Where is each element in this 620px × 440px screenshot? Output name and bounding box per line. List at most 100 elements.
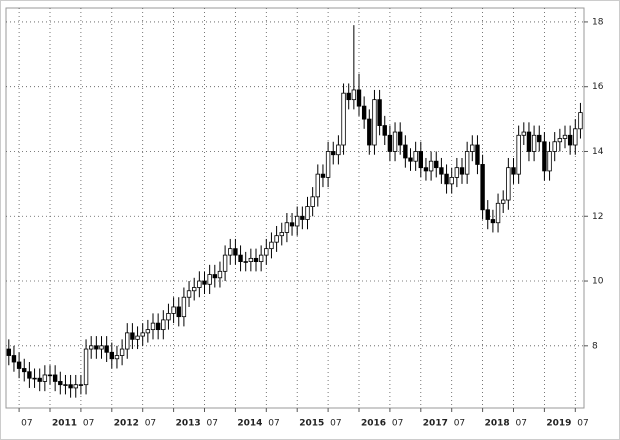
- candle-body: [63, 384, 68, 386]
- candle-body: [331, 151, 336, 156]
- x-tick-label: 07: [454, 419, 465, 429]
- candle-body: [480, 164, 485, 211]
- candle-body: [166, 313, 171, 321]
- x-tick-label: 07: [392, 419, 403, 429]
- candle-body: [418, 151, 423, 169]
- candle-body: [470, 144, 475, 152]
- candle-body: [16, 361, 22, 369]
- x-tick-label: 07: [145, 419, 156, 429]
- candle-body: [531, 134, 537, 152]
- candle-body: [506, 167, 511, 201]
- candle-body: [161, 319, 166, 331]
- candle-body: [42, 374, 48, 382]
- x-tick-label: 2018: [485, 419, 510, 429]
- x-tick-label: 07: [516, 419, 527, 429]
- y-tick-label: 12: [592, 212, 603, 222]
- candle-body: [11, 355, 17, 363]
- candle-body: [22, 368, 27, 373]
- candle-body: [294, 215, 300, 227]
- candle-body: [191, 287, 197, 292]
- candle-body: [315, 173, 320, 198]
- candle-body: [238, 254, 243, 263]
- candle-body: [454, 167, 460, 178]
- candle-body: [439, 167, 444, 175]
- x-tick-label: 2015: [299, 419, 324, 429]
- candle-body: [253, 257, 259, 263]
- x-tick-label: 07: [83, 419, 94, 429]
- candle-body: [228, 248, 233, 256]
- candle-body: [150, 322, 156, 331]
- candle-body: [284, 222, 290, 233]
- candle-body: [325, 151, 331, 178]
- candle-body: [500, 199, 506, 204]
- x-tick-label: 07: [577, 419, 588, 429]
- candle-body: [233, 248, 238, 256]
- candle-body: [495, 202, 501, 224]
- candle-body: [397, 131, 403, 146]
- candle-body: [485, 209, 490, 220]
- candle-body: [459, 167, 465, 175]
- candle-body: [408, 157, 413, 162]
- x-tick-label: 2019: [546, 419, 571, 429]
- candle-body: [58, 381, 63, 386]
- candle-body: [197, 280, 202, 288]
- y-tick-label: 14: [592, 147, 604, 157]
- candle-body: [181, 296, 187, 318]
- candle-body: [310, 196, 315, 207]
- candle-body: [449, 176, 454, 185]
- candle-body: [542, 141, 547, 172]
- candle-body: [6, 348, 11, 356]
- candle-body: [32, 377, 37, 380]
- candle-body: [264, 248, 269, 256]
- candle-body: [269, 241, 274, 250]
- candle-body: [372, 99, 377, 146]
- candle-body: [104, 345, 109, 353]
- candle-body: [562, 134, 568, 139]
- candle-body: [382, 125, 387, 136]
- candle-body: [52, 374, 58, 382]
- candle-body: [387, 134, 393, 152]
- y-tick-label: 18: [592, 17, 604, 27]
- candle-body: [516, 134, 521, 175]
- y-tick-label: 10: [592, 277, 604, 287]
- candle-body: [68, 384, 73, 389]
- candle-body: [27, 371, 32, 379]
- candle-body: [537, 134, 542, 143]
- candle-body: [125, 332, 130, 350]
- candle-body: [377, 99, 382, 126]
- x-tick-label: 2017: [423, 419, 448, 429]
- candle-body: [140, 332, 145, 337]
- candle-body: [300, 215, 305, 220]
- x-tick-label: 2011: [52, 419, 77, 429]
- candle-body: [567, 134, 573, 146]
- candle-body: [475, 144, 480, 165]
- y-tick-label: 8: [592, 341, 598, 351]
- candle-body: [392, 131, 398, 152]
- candle-body: [423, 167, 429, 172]
- x-tick-label: 2012: [114, 419, 139, 429]
- candle-body: [78, 384, 84, 386]
- candle-body: [464, 151, 470, 175]
- x-tick-label: 07: [268, 419, 279, 429]
- candle-body: [274, 235, 279, 243]
- y-tick-label: 16: [592, 82, 604, 92]
- candle-body: [367, 118, 372, 146]
- candle-body: [521, 131, 526, 136]
- candle-body: [212, 274, 217, 279]
- x-tick-label: 07: [21, 419, 32, 429]
- candle-body: [130, 332, 135, 340]
- candle-body: [186, 290, 192, 298]
- candle-body: [145, 329, 151, 334]
- candle-body: [37, 377, 42, 382]
- candle-body: [305, 206, 310, 220]
- candle-body: [202, 280, 207, 285]
- candle-body: [248, 257, 254, 263]
- candle-body: [176, 306, 181, 318]
- x-tick-label: 2013: [176, 419, 201, 429]
- candle-body: [135, 335, 140, 340]
- x-tick-label: 2016: [361, 419, 386, 429]
- candle-body: [356, 89, 362, 107]
- candle-body: [171, 306, 176, 314]
- candle-body: [119, 348, 125, 356]
